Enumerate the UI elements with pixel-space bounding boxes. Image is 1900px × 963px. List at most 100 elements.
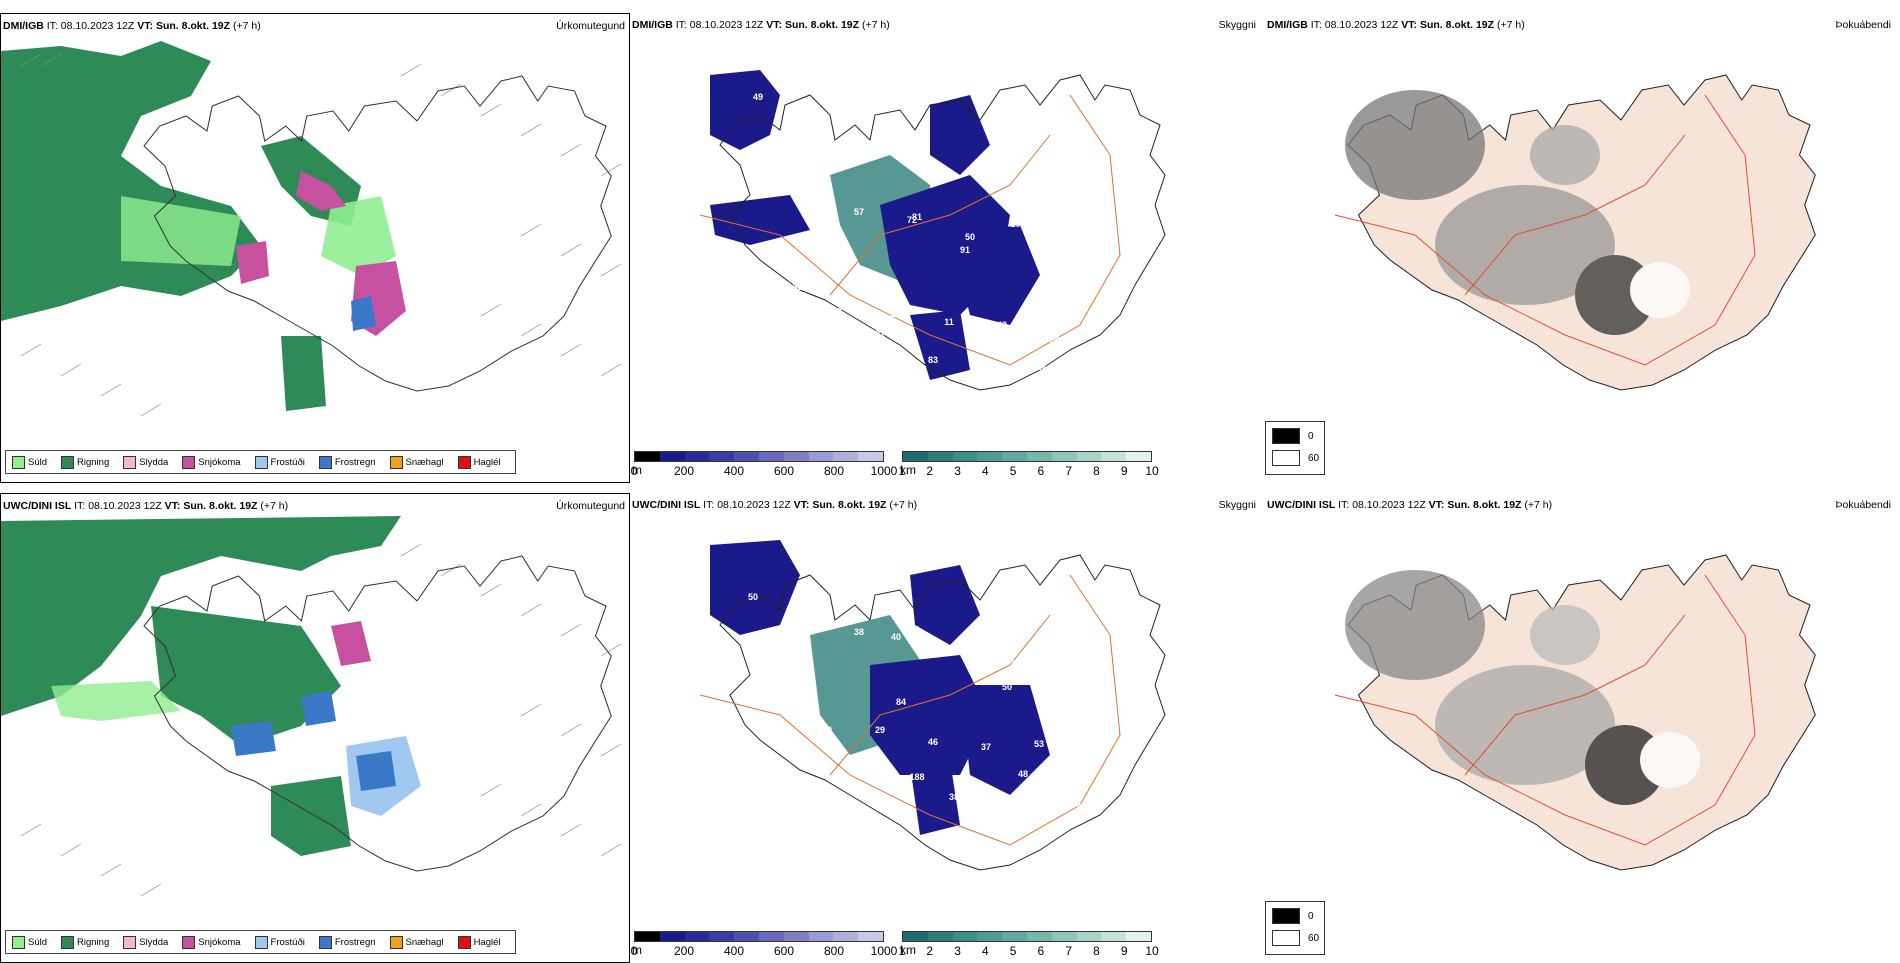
visibility-color-step [1002,452,1027,461]
visibility-tick-label: 2 [926,464,934,478]
elevation-colorbar: 0 200 400 600 800 1000 m [631,931,897,961]
elevation-color-step [635,452,660,461]
legend-item: Rigning [61,935,109,949]
visibility-value-label: 41 [806,105,816,115]
visibility-tick-label: 6 [1037,464,1045,478]
elevation-tick-label: 400 [723,464,745,478]
fog-shading [1345,570,1700,805]
model-name: DMI/IGB [3,20,44,32]
vt-value: Sun. 8.okt. 19Z [155,20,231,32]
visibility-value-label: 53 [859,757,869,767]
visibility-value-label: 62 [748,155,758,165]
elevation-tick-label: 200 [673,464,695,478]
visibility-value-label: 48 [806,752,816,762]
elevation-tick-label: 1000 [870,464,898,478]
visibility-tick-label: 3 [954,464,961,478]
visibility-color-step [1026,932,1052,941]
model-name: DMI/IGB [632,19,673,31]
lead-time: (+7 h) [861,19,890,31]
visibility-color-step [1051,452,1077,461]
visibility-ticks: 1 2 3 4 5 6 7 8 9 10 [898,464,1159,478]
elevation-color-step [659,932,685,941]
elevation-color-step [684,932,710,941]
visibility-tick-label: 9 [1120,464,1128,478]
panel-title: Skyggni [1218,19,1256,31]
low-visibility-areas [710,70,1040,380]
elevation-unit: m [632,463,642,477]
visibility-map: 36 50 63 38 105 64 112 42 55 80 79 50 40 39 36 77 108 42 4… [630,515,1260,935]
precip-map [1,36,629,456]
elevation-color-step [808,452,834,461]
visibility-color-step [977,932,1003,941]
vt-label: VT: [164,500,181,512]
visibility-value-label: 188 [909,772,924,782]
visibility-value-label: 51 [981,367,991,377]
visibility-value-label: 63 [801,609,811,619]
legend-swatch [318,455,332,469]
fog-roads [1334,574,1756,846]
vt-label: VT: [1428,499,1445,511]
elevation-color-step [709,452,735,461]
it-label: IT: [703,499,715,511]
visibility-value-label: 114 [1032,362,1047,372]
visibility-value-label: 64 [960,642,970,652]
visibility-value-label: 45 [801,182,811,192]
visibility-color-step [1076,452,1102,461]
visibility-colorbar: 1 2 3 4 5 6 7 8 9 10 km [898,451,1159,481]
fog-roads [1334,94,1756,366]
legend-item: Súld [12,455,47,469]
visibility-value-label: 29 [875,725,885,735]
wind-barbs [20,543,622,897]
visibility-value-label: 81 [875,329,885,339]
elevation-bar [634,451,884,462]
panel-title: Þokuábendi [1835,19,1891,31]
panel-title: Þokuábendi [1835,499,1891,511]
elevation-colorbar: 0 200 400 600 800 1000 m [631,451,898,481]
precip-panel-dmi: DMI/IGB IT: 08.10.2023 12Z VT: Sun. 8.ok… [0,13,630,483]
visibility-value-label: 62 [1119,282,1129,292]
elevation-tick-label: 600 [773,944,795,958]
visibility-value-label: 84 [1066,272,1076,282]
elevation-tick-label: 600 [773,464,795,478]
elevation-color-step [758,932,784,941]
elevation-color-step [635,932,660,941]
visibility-value-label: 47 [1018,217,1028,227]
low-visibility-areas [710,540,1050,835]
visibility-tick-label: 10 [1145,944,1159,958]
precip-map [1,516,629,936]
visibility-value-label: 35 [790,832,800,842]
elevation-tick-label: 1000 [870,944,898,958]
model-name: UWC/DINI ISL [1267,499,1336,511]
fog-legend: 0 60 [1265,421,1325,475]
visibility-value-label: 44 [769,312,779,322]
visibility-value-label: 11 [944,317,954,327]
elevation-bar [634,931,884,942]
vt-value: Sun. 8.okt. 19Z [183,500,258,512]
panel-title: Úrkomutegund [556,500,625,512]
lead-time: (+7 h) [889,499,918,511]
legend-item: Rigning [61,455,109,469]
visibility-value-label: 42 [716,707,726,717]
it-value: 08.10.2023 12Z [60,20,135,32]
visibility-tick-label: 1 [898,464,906,478]
elevation-ticks: 0 200 400 600 800 1000 [631,464,898,478]
model-name: UWC/DINI ISL [632,499,701,511]
visibility-value-label: 107 [1010,219,1025,229]
visibility-colorbar: 1 2 3 4 5 6 7 8 9 10 km [899,931,1159,961]
visibility-unit: km [900,463,916,477]
it-value: 08.10.2023 12Z [1352,499,1426,511]
model-name: UWC/DINI ISL [3,500,72,512]
visibility-value-label: 50 [1050,335,1060,345]
elevation-tick-label: 800 [823,464,845,478]
visibility-value-label: 55 [695,162,705,172]
visibility-value-label: 36 [997,672,1007,682]
elevation-color-step [659,452,685,461]
legend-swatch [12,455,25,469]
legend-item: Slydda [123,455,168,469]
visibility-value-label: 42 [1066,645,1076,655]
visibility-value-label: 38 [854,627,864,637]
precip-type-legend: Súld Rigning Slydda Snjókoma Frostúði Fr… [5,450,516,474]
legend-swatch [457,935,471,949]
legend-swatch [182,935,196,949]
